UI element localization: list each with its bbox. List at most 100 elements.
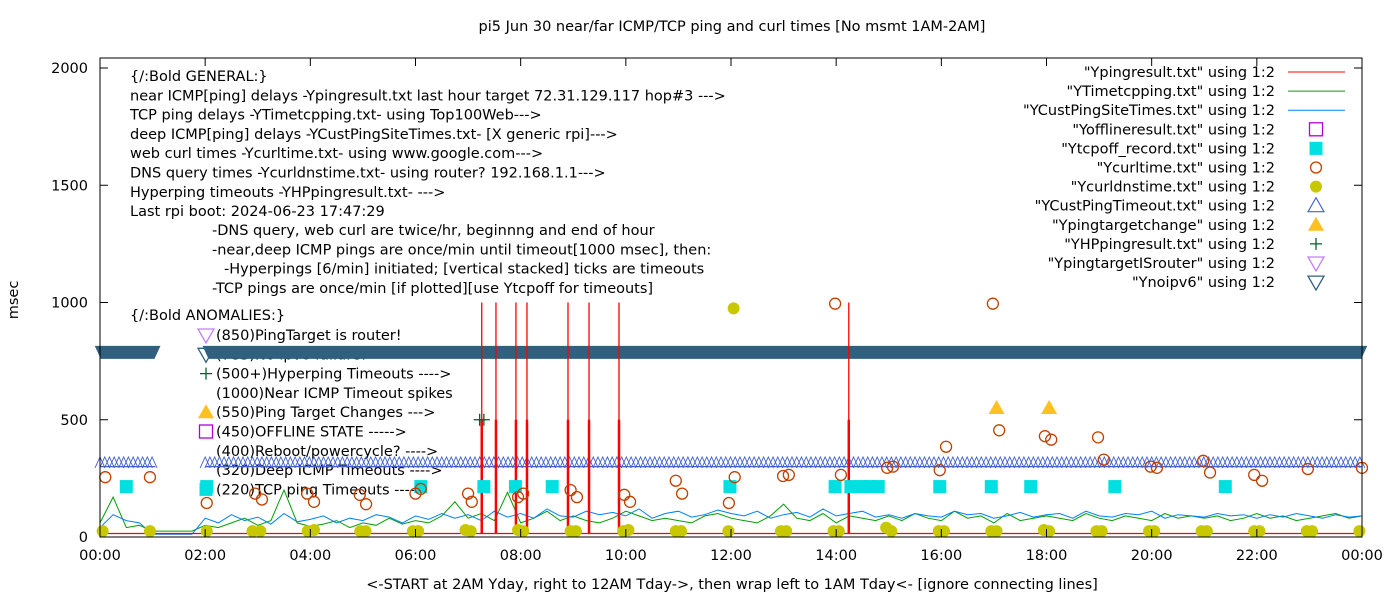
custping-timeout-point (445, 455, 457, 469)
custping-timeout-point (351, 455, 363, 469)
dnstime-point (727, 302, 740, 315)
custping-timeout-point (980, 455, 992, 469)
tcpoff-point (1108, 480, 1122, 494)
custping-timeout-point (313, 455, 325, 469)
custping-timeout-point (431, 455, 443, 469)
tcpoff-point (119, 480, 133, 494)
x-axis-label: <-START at 2AM Yday, right to 12AM Tday-… (366, 577, 1098, 593)
custping-timeout-point (909, 455, 921, 469)
custping-timeout-point (857, 455, 869, 469)
dnstime-point (832, 525, 845, 538)
curltime-point (353, 488, 366, 501)
curltime-point (776, 469, 790, 483)
custping-timeout-point (1292, 455, 1304, 469)
custping-timeout-point (1264, 455, 1276, 469)
custping-timeout-point (1283, 455, 1295, 469)
custping-timeout-point (1184, 455, 1195, 469)
custping-timeout-point (1009, 455, 1020, 469)
legend-label: "YHPpingresult.txt" using 1:2 (1064, 237, 1275, 253)
legend-label: "Ynoipv6" using 1:2 (1132, 275, 1275, 291)
custping-timeout-point (379, 455, 391, 469)
axes: 0 500 1000 1500 2000 00:00 02:00 04:00 06:00 08:0… (51, 57, 1383, 564)
curltime-point (669, 474, 682, 487)
custping-timeout-point (441, 455, 452, 469)
custping-timeout-point (994, 455, 1006, 469)
custping-timeout-point (1236, 455, 1247, 469)
curltime-point (99, 471, 112, 484)
legend-marker-icon (1306, 275, 1326, 292)
legend-marker-icon (1309, 161, 1323, 174)
custping-timeout-point (677, 455, 689, 469)
custping-timeout-point (502, 455, 514, 469)
custping-timeout-point (497, 455, 509, 469)
custping-timeout-point (814, 455, 826, 469)
custping-timeout-point (1084, 455, 1096, 469)
custping-timeout-point (933, 455, 945, 469)
custping-timeout-point (819, 455, 831, 469)
anomaly-line: (450)OFFLINE STATE -----> (216, 425, 407, 441)
x-tick-label: 02:00 (184, 548, 226, 564)
custping-timeout-point (947, 455, 959, 469)
custping-timeout-point (720, 455, 732, 469)
custping-timeout-point (876, 455, 888, 469)
custping-timeout-point (999, 455, 1011, 469)
custping-timeout-point (1132, 455, 1143, 469)
custping-timeout-point (223, 455, 235, 469)
custping-timeout-point (800, 455, 812, 469)
custping-timeout-point (294, 455, 306, 469)
legend-marker-icon (1309, 141, 1323, 155)
custping-timeout-point (696, 455, 708, 469)
custping-timeout-point (1169, 455, 1181, 469)
custping-timeout-point (346, 455, 358, 469)
custping-timeout-point (436, 455, 448, 469)
custping-timeout-point (824, 455, 836, 469)
annotation-general-line: {/:Bold GENERAL:} (130, 69, 268, 85)
y-tick-label: 1000 (51, 296, 88, 312)
anomaly-line: (220)TCP ping Timeouts ----> (216, 482, 427, 498)
custping-timeout-point (1023, 455, 1035, 469)
annotation-note-line: -TCP pings are once/min [if plotted][use… (212, 281, 653, 297)
custping-timeout-point (412, 455, 424, 469)
annotation-general-line: web curl times -Ycurltime.txt- using www… (130, 146, 543, 162)
dnstime-point (1306, 525, 1319, 538)
custping-timeout-point (767, 455, 779, 469)
curltime-point (1097, 453, 1110, 466)
curltime-point (1255, 474, 1269, 487)
custping-timeout-point (1274, 455, 1285, 469)
custping-timeout-point (535, 455, 547, 469)
custping-timeout-point (407, 455, 419, 469)
dnstime-point (517, 525, 530, 538)
custping-timeout-point (1013, 455, 1025, 469)
legend-marker-icon (1310, 180, 1322, 193)
custping-timeout-point (687, 455, 699, 469)
dnstime-point (885, 525, 898, 538)
custping-timeout-point (275, 455, 287, 469)
custping-timeout-point (625, 455, 637, 469)
custping-timeout-point (209, 455, 221, 469)
custping-timeout-point (374, 455, 386, 469)
legend-label: "YCustPingTimeout.txt" using 1:2 (1035, 199, 1275, 215)
custping-timeout-point (113, 455, 125, 469)
custping-timeout-point (1089, 455, 1101, 469)
legend-label: "Ycurldnstime.txt" using 1:2 (1071, 180, 1275, 196)
dnstime-point (1148, 525, 1161, 538)
custping-timeout-point (460, 455, 471, 469)
custping-timeout-point (1108, 455, 1120, 469)
custping-timeout-point (630, 455, 642, 469)
custping-timeout-point (403, 455, 415, 469)
dnstime-point (1043, 525, 1056, 538)
custping-timeout-point (805, 455, 817, 469)
custping-timeout-point (1113, 455, 1124, 469)
plot-data (94, 297, 1369, 538)
curltime-point (1144, 460, 1157, 473)
custping-timeout-point (762, 455, 774, 469)
custping-timeout-point (578, 455, 590, 469)
legend: "Ypingresult.txt" using 1:2 "YTimetcpping… (1023, 65, 1345, 292)
custping-timeout-point (914, 455, 926, 469)
custping-timeout-point (663, 455, 675, 469)
annotation-anomalies-header: {/:Bold ANOMALIES:} (130, 308, 285, 324)
custping-timeout-point (564, 455, 575, 469)
custping-timeout-point (654, 455, 665, 469)
custping-timeout-point (146, 455, 158, 469)
